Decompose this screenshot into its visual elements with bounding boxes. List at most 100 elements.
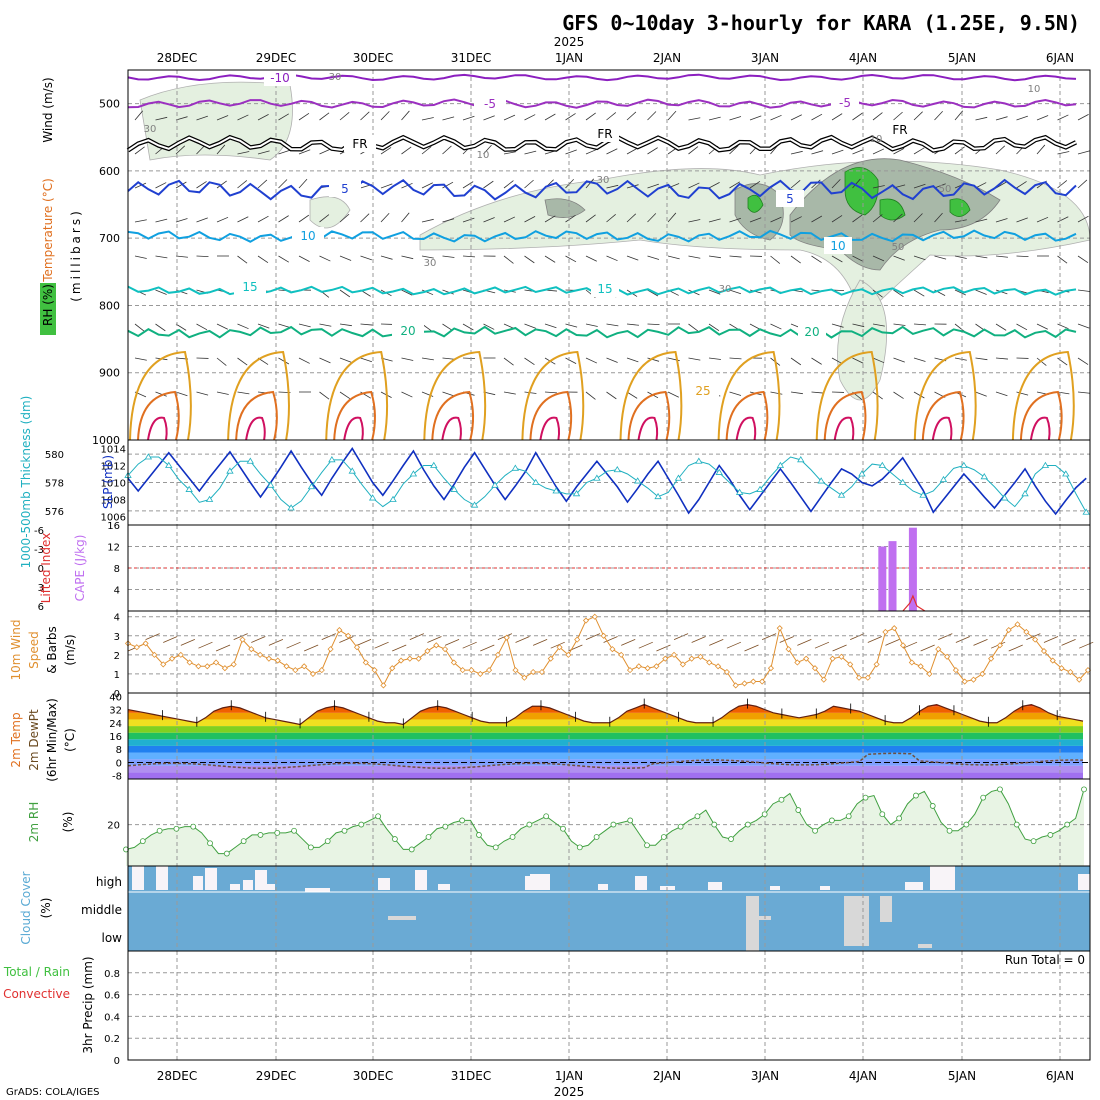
wind-barb [913, 255, 926, 261]
cloud-high-gap [905, 882, 923, 890]
wind-barb [893, 289, 904, 298]
wind-barb [1036, 357, 1047, 366]
upper-ylabel-rh: RH (%) [41, 284, 55, 326]
wind-barb [647, 323, 660, 326]
wind-tick-label: 3 [114, 632, 120, 643]
wind-barb [380, 111, 390, 121]
wind-barb [1057, 180, 1068, 189]
thickness-point [756, 485, 764, 492]
wind-speed-point [697, 653, 704, 660]
wind-barb [278, 215, 289, 223]
wind-barb [421, 255, 434, 259]
wind-barb [503, 216, 516, 223]
wind-barb [237, 255, 248, 264]
wind-speed-point [891, 625, 898, 632]
isotherm-30-lobe [823, 390, 867, 441]
thickness-point [511, 464, 520, 471]
cloud-high-gap [708, 882, 722, 890]
cloud-ylabel: Cloud Cover [19, 871, 33, 944]
wind-barb [462, 255, 475, 258]
cloud-high-gap [770, 886, 780, 890]
wind-speed-point [248, 646, 255, 653]
wind-barb [975, 391, 987, 397]
rh2m-point [929, 803, 936, 809]
date-label-top: 1JAN [555, 51, 583, 65]
thickness-point [1082, 508, 1090, 515]
wind-barb [278, 323, 291, 328]
wind-barb [175, 181, 187, 189]
isotherm-label-bg [591, 280, 619, 297]
wind-barb [503, 391, 516, 395]
date-label-bottom: 6JAN [1046, 1069, 1074, 1083]
rh2m-point [1064, 821, 1071, 828]
rh2m-point [997, 786, 1003, 793]
wind-barb [790, 255, 801, 264]
wind-barb [421, 218, 434, 223]
thickness-point [1021, 490, 1029, 497]
wind-barb-10m [303, 644, 319, 652]
wind-barb [442, 218, 455, 223]
thickness-point [674, 474, 683, 481]
rh-shading-high [844, 167, 879, 216]
wind-barb [237, 151, 250, 155]
temp-color-band [128, 745, 1083, 753]
wind-barb [442, 289, 454, 295]
rh-contour-label: 30 [329, 72, 342, 83]
temp-mask-right [1083, 693, 1090, 779]
wind-speed-point [151, 651, 158, 658]
wind-barb [442, 116, 455, 121]
wind-barb [852, 149, 864, 155]
wind-speed-point [785, 646, 792, 653]
wind-speed-point [168, 655, 176, 662]
wind-speed-point [521, 674, 528, 681]
rh2m-point [291, 827, 297, 834]
wind-speed-point [961, 678, 968, 685]
wind-barb [483, 180, 494, 189]
wind-barb [421, 357, 434, 361]
wind-barb [606, 148, 618, 155]
wind-barb-10m [1043, 636, 1059, 643]
wind-barb [729, 116, 742, 121]
rh-contour-label: 50 [939, 184, 952, 195]
cloud-high-gap [1078, 874, 1090, 890]
rh-shading-high [747, 194, 764, 213]
wind-barb [852, 112, 863, 121]
wind-barb-10m [462, 641, 477, 649]
wind-tick-label: 0 [114, 689, 120, 700]
wind-barb [770, 216, 782, 223]
wind-barb [1077, 150, 1090, 155]
thickness-point [491, 481, 499, 488]
thickness-line [127, 456, 1087, 513]
precip-legend-total: Total / Rain [3, 965, 70, 979]
cloud-high-gap [193, 876, 203, 890]
slp-tick-label: 1010 [101, 479, 126, 490]
wind-tick-label: 4 [114, 613, 120, 624]
isotherm-30-lobe [137, 390, 180, 441]
wind-barb [380, 255, 393, 260]
rh2m-point [223, 850, 230, 857]
wind-speed-point [996, 642, 1003, 649]
cloud-low-gap [918, 944, 932, 948]
thickness-point [613, 465, 621, 473]
wind-barb [134, 323, 145, 332]
wind-barb [626, 391, 638, 399]
wind-barb [749, 115, 762, 121]
thickness-point [552, 487, 560, 494]
wind-barb-10m [850, 633, 865, 640]
wind-speed-point [1076, 676, 1083, 683]
li-tick-label: -3 [34, 545, 44, 556]
isotherm-35-lobe [931, 416, 953, 441]
rh2m-point [358, 821, 365, 828]
wind-barb [913, 111, 923, 121]
rh2m-point [274, 829, 281, 836]
isotherm-label-bg [292, 227, 324, 244]
isotherm-25-lobe [521, 350, 585, 441]
wind-speed-point [688, 655, 695, 662]
wind-barb-10m [726, 641, 742, 649]
cape-ylabel-li: Lifted Index [39, 533, 53, 604]
date-label-top: 5JAN [948, 51, 976, 65]
rh2m-point [442, 823, 449, 830]
rh2m-point [1081, 786, 1087, 793]
wind-speed-point [1040, 647, 1048, 655]
wind-barb [954, 219, 967, 223]
